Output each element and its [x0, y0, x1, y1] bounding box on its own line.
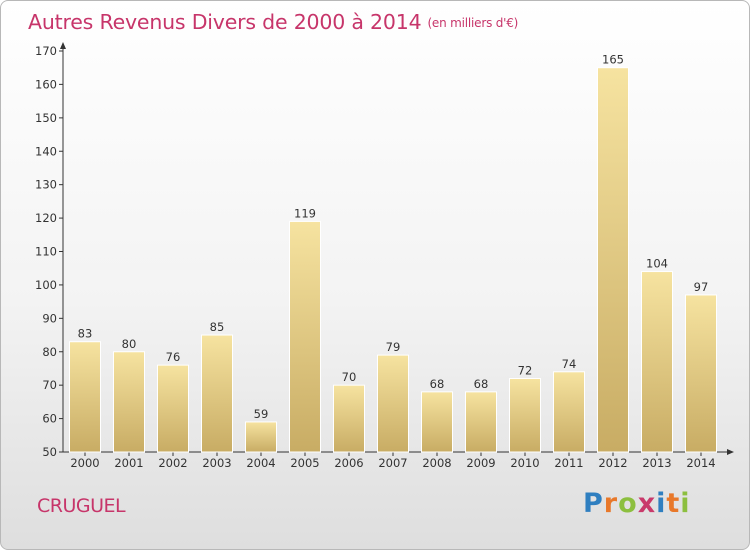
x-tick-label: 2011 [554, 456, 583, 470]
data-label-2010: 72 [518, 363, 533, 377]
data-label-2002: 76 [166, 350, 181, 364]
x-axis-arrow [727, 449, 734, 455]
data-label-2005: 119 [294, 206, 316, 220]
y-tick-label: 170 [35, 44, 57, 58]
chart-title: Autres Revenus Divers de 2000 à 2014 (en … [28, 10, 518, 34]
x-tick-label: 2003 [202, 456, 231, 470]
bar-2013 [641, 271, 673, 453]
x-tick-label: 2005 [290, 456, 319, 470]
bar-2009 [465, 391, 497, 453]
x-axis: 2000 2001 2002 2003 2004 2005 2006 2007 2008 2009… [63, 449, 734, 470]
x-tick-label: 2006 [334, 456, 363, 470]
bar-2003 [201, 334, 233, 453]
x-tick-label: 2007 [378, 456, 407, 470]
y-axis: 50 60 70 80 90 100 110 120 130 140 150 160 170 [35, 42, 66, 459]
x-tick-label: 2010 [510, 456, 539, 470]
y-tick-label: 140 [35, 144, 57, 158]
y-tick-label: 150 [35, 111, 57, 125]
bar-2004 [245, 421, 277, 453]
y-tick-label: 130 [35, 178, 57, 192]
data-label-2014: 97 [694, 280, 709, 294]
x-tick-label: 2013 [642, 456, 671, 470]
bar-2010 [509, 377, 541, 453]
y-tick-label: 60 [42, 412, 57, 426]
x-tick-label: 2014 [686, 456, 715, 470]
bar-2005 [289, 220, 321, 453]
data-label-2008: 68 [430, 377, 445, 391]
y-tick-label: 120 [35, 211, 57, 225]
x-tick-label: 2002 [158, 456, 187, 470]
data-label-2003: 85 [210, 320, 225, 334]
bar-2008 [421, 391, 453, 453]
bar-2012 [597, 67, 629, 453]
y-tick-label: 90 [42, 311, 57, 325]
data-label-2012: 165 [602, 53, 624, 67]
y-tick-label: 110 [35, 245, 57, 259]
bar-2000 [69, 341, 101, 453]
data-label-2007: 79 [386, 340, 401, 354]
y-tick-label: 70 [42, 378, 57, 392]
y-tick-label: 100 [35, 278, 57, 292]
data-label-2006: 70 [342, 370, 357, 384]
data-label-2011: 74 [562, 357, 577, 371]
bar-2006 [333, 384, 365, 453]
y-tick-label: 160 [35, 77, 57, 91]
chart-title-text: Autres Revenus Divers de 2000 à 2014 [28, 10, 422, 34]
commune-name: CRUGUEL [37, 495, 126, 517]
y-tick-label: 50 [42, 445, 57, 459]
x-tick-label: 2001 [114, 456, 143, 470]
proxiti-logo: Proxiti [583, 488, 691, 519]
data-label-2013: 104 [646, 257, 668, 271]
y-tick-label: 80 [42, 345, 57, 359]
x-tick-label: 2008 [422, 456, 451, 470]
bar-2007 [377, 354, 409, 453]
data-label-2000: 83 [78, 327, 93, 341]
bar-2001 [113, 351, 145, 453]
x-tick-label: 2009 [466, 456, 495, 470]
bar-2002 [157, 364, 189, 453]
data-label-2001: 80 [122, 337, 137, 351]
data-label-2009: 68 [474, 377, 489, 391]
data-labels: 83 80 76 85 59 119 70 79 68 68 72 74 165 104 97 [78, 53, 709, 421]
y-axis-arrow [60, 42, 66, 49]
bar-2014 [685, 294, 717, 453]
bar-series [69, 67, 717, 453]
bar-2011 [553, 371, 585, 453]
chart-unit-label: (en milliers d'€) [427, 16, 519, 30]
x-tick-label: 2012 [598, 456, 627, 470]
x-tick-label: 2000 [70, 456, 99, 470]
data-label-2004: 59 [254, 407, 269, 421]
x-tick-label: 2004 [246, 456, 275, 470]
